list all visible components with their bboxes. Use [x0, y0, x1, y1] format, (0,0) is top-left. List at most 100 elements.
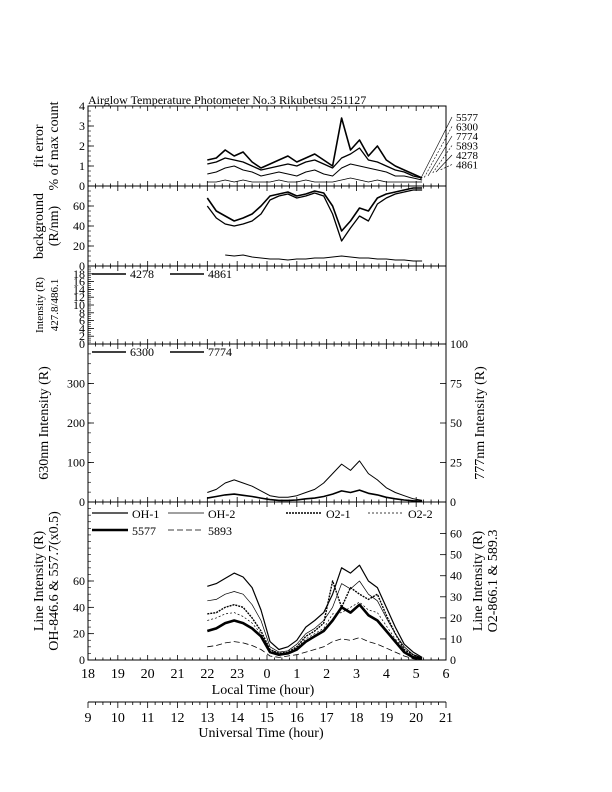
y-right-tick-label: 50 [450, 548, 462, 562]
series-line-7774 [207, 460, 423, 501]
ut-tick-label: 12 [171, 711, 185, 726]
y-tick-label: 2 [79, 329, 85, 343]
legend-label-7774: 7774 [208, 345, 232, 359]
y-axis-label: 630nm Intensity (R) [37, 366, 52, 480]
ut-tick-label: 10 [111, 711, 125, 726]
side-label-5577: 5577 [456, 112, 479, 124]
ut-tick-label: 14 [230, 711, 244, 726]
ut-tick-label: 20 [409, 711, 423, 726]
y-right-axis-label: 777nm Intensity (R) [473, 366, 488, 480]
series-line-oh-2 [207, 580, 423, 658]
y-tick-label: 2 [79, 139, 85, 153]
y-axis-label: (R/nm) [47, 205, 62, 246]
y-tick-label: 1 [79, 159, 85, 173]
series-line-3 [207, 177, 423, 183]
y-axis-label: OH-846.6 & 557.7(x0.5) [47, 511, 62, 651]
local-time-tick-label: 19 [111, 667, 125, 682]
local-time-tick-label: 20 [141, 667, 155, 682]
side-label-leader [423, 126, 453, 179]
local-time-axis-label: Local Time (hour) [212, 683, 315, 698]
ut-tick-label: 17 [320, 711, 334, 726]
ut-tick-label: 19 [379, 711, 393, 726]
side-label-4278: 4278 [456, 150, 479, 162]
legend-label-5893: 5893 [208, 524, 232, 538]
panel-frame [87, 343, 447, 503]
y-tick-label: 300 [67, 377, 85, 391]
local-time-tick-label: 6 [443, 667, 450, 682]
local-time-tick-label: 4 [383, 667, 390, 682]
y-axis-label: background [32, 193, 47, 259]
ut-axis-label: Universal Time (hour) [198, 726, 324, 741]
y-axis-label: Intensity (R) [34, 277, 46, 333]
y-right-tick-label: 50 [450, 416, 462, 430]
ut-tick-label: 13 [200, 711, 214, 726]
y-right-axis-label: Line Intensity (R) [471, 531, 486, 632]
side-label-leader [435, 154, 453, 173]
y-right-tick-label: 100 [450, 337, 468, 351]
series-line-5577 [206, 603, 423, 660]
local-time-tick-label: 2 [323, 667, 330, 682]
side-label-7774: 7774 [456, 131, 479, 143]
series-line-o2-1 [207, 580, 423, 660]
local-time-tick-label: 22 [200, 667, 214, 682]
y-right-tick-label: 0 [450, 495, 456, 509]
y-tick-label: 16 [73, 275, 85, 289]
y-tick-label: 8 [79, 306, 85, 320]
y-tick-label: 14 [73, 282, 85, 296]
legend-label-o2-2: O2-2 [408, 507, 433, 521]
y-tick-label: 60 [73, 199, 85, 213]
y-right-tick-label: 0 [450, 653, 456, 667]
y-tick-label: 18 [73, 267, 85, 281]
panel-frame [87, 185, 447, 267]
y-right-tick-label: 25 [450, 456, 462, 470]
y-right-tick-label: 20 [450, 611, 462, 625]
y-tick-label: 20 [73, 239, 85, 253]
panel-frame [87, 105, 447, 187]
y-tick-label: 0 [79, 495, 85, 509]
y-axis-label: Line Intensity (R) [32, 531, 47, 632]
panel-630-777: 0 100 200 300 0 25 50 75 100 630nm Intensity (R) 7… [37, 337, 488, 509]
legend-label-oh-2: OH-2 [208, 507, 235, 521]
side-label-5893: 5893 [456, 141, 479, 153]
ut-tick-label: 11 [141, 711, 154, 726]
legend-label-oh-1: OH-1 [132, 507, 159, 521]
series-line-5893 [207, 637, 423, 661]
y-right-tick-label: 40 [450, 569, 462, 583]
y-right-tick-label: 30 [450, 590, 462, 604]
y-right-tick-label: 10 [450, 632, 462, 646]
series-line-1 [207, 147, 423, 179]
y-tick-label: 20 [73, 627, 85, 641]
series-line-0 [206, 187, 423, 232]
side-label-6300: 6300 [456, 122, 479, 134]
y-tick-label: 60 [73, 574, 85, 588]
y-tick-label: 10 [73, 298, 85, 312]
side-label-leader [427, 135, 453, 177]
side-label-leader [439, 164, 453, 171]
y-tick-label: 12 [73, 290, 85, 304]
y-tick-label: 0 [79, 179, 85, 193]
series-line-oh-1 [207, 564, 423, 658]
ut-tick-label: 18 [350, 711, 364, 726]
ut-tick-label: 21 [439, 711, 453, 726]
ut-tick-label: 15 [260, 711, 274, 726]
local-time-tick-label: 18 [81, 667, 95, 682]
ut-tick-label: 16 [290, 711, 304, 726]
legend-label-4278: 4278 [130, 267, 154, 281]
panel-fit-error: 0 1 2 3 4 fit error% of max count 557763007774… [32, 99, 479, 193]
series-line-2 [225, 254, 423, 262]
local-time-tick-label: 23 [230, 667, 244, 682]
legend-label-4861: 4861 [208, 267, 232, 281]
y-tick-label: 0 [79, 259, 85, 273]
ut-tick-label: 9 [85, 711, 92, 726]
local-time-tick-label: 5 [413, 667, 420, 682]
figure-title: Airglow Temperature Photometer No.3 Riku… [88, 93, 366, 107]
side-label-leader [431, 145, 453, 175]
legend-label-6300: 6300 [130, 345, 154, 359]
y-tick-label: 40 [73, 600, 85, 614]
y-tick-label: 40 [73, 219, 85, 233]
y-tick-label: 0 [79, 337, 85, 351]
y-right-tick-label: 60 [450, 527, 462, 541]
